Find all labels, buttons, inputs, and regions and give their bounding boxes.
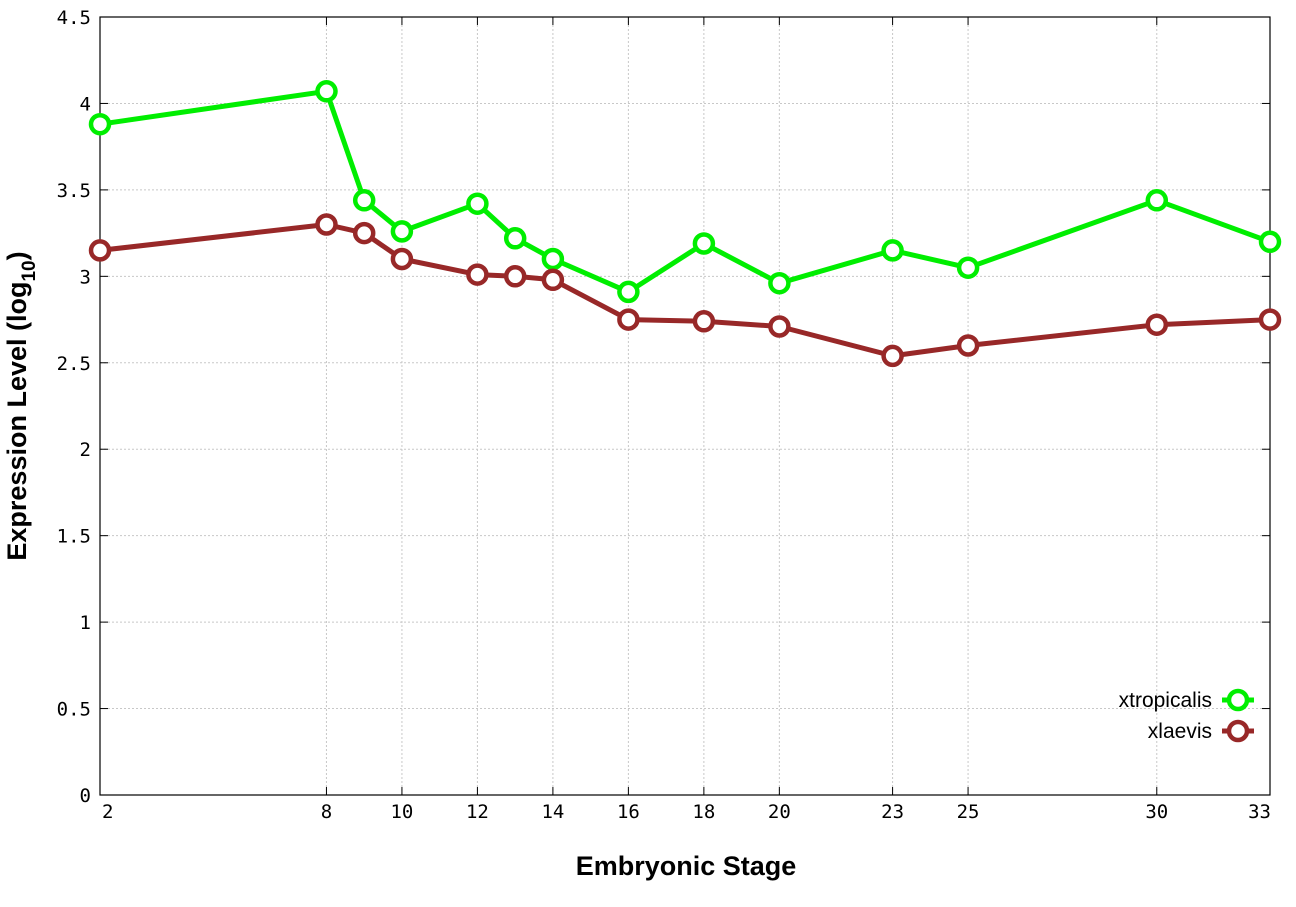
data-point-xlaevis <box>881 344 904 368</box>
x-tick-label: 2 <box>102 801 113 823</box>
legend-marker-xtropicalis <box>1226 688 1250 712</box>
x-tick-label: 33 <box>1248 801 1271 823</box>
x-tick-label: 25 <box>957 801 980 823</box>
data-point-xtropicalis <box>541 247 565 271</box>
data-point-xlaevis <box>692 310 716 333</box>
legend-marker-xlaevis <box>1226 719 1250 743</box>
data-point-xlaevis <box>1145 313 1169 336</box>
x-tick-label: 14 <box>541 801 564 823</box>
data-point-xlaevis <box>315 213 338 236</box>
data-point-xlaevis <box>541 268 565 292</box>
y-axis-title: Expression Level (log10) <box>2 251 40 560</box>
y-tick-label: 0.5 <box>57 699 91 721</box>
x-tick-labels: 2 8 10 12 14 16 18 20 23 25 30 33 <box>102 801 1271 823</box>
data-point-xtropicalis <box>315 80 338 103</box>
y-axis-title-main: Expression Level (log <box>2 282 32 561</box>
data-point-xtropicalis <box>352 189 376 212</box>
y-axis-title-subscript: 10 <box>19 260 40 281</box>
data-point-xtropicalis <box>692 232 716 255</box>
x-tick-label: 12 <box>466 801 489 823</box>
data-point-xtropicalis <box>390 220 414 243</box>
y-tick-label: 1.5 <box>57 526 91 548</box>
x-tick-label: 18 <box>692 801 715 823</box>
data-point-xtropicalis <box>503 227 527 250</box>
y-tick-labels: 0 0.5 1 1.5 2 2.5 3 3.5 4 4.5 <box>57 7 91 807</box>
series-xlaevis <box>88 213 1282 368</box>
x-tick-label: 16 <box>617 801 640 823</box>
x-tick-label: 20 <box>768 801 791 823</box>
y-tick-label: 1 <box>80 612 91 634</box>
data-point-xlaevis <box>617 308 640 331</box>
legend-label-xlaevis: xlaevis <box>1148 720 1212 743</box>
data-point-xlaevis <box>503 265 527 288</box>
y-tick-label: 4.5 <box>57 7 91 29</box>
data-point-xlaevis <box>352 221 376 245</box>
x-tick-label: 10 <box>390 801 413 823</box>
series <box>88 80 1282 368</box>
y-axis-title-close: ) <box>2 251 32 260</box>
legend: xtropicalis xlaevis <box>1119 688 1254 743</box>
x-tick-label: 23 <box>881 801 904 823</box>
series-line-xlaevis <box>99 222 1271 359</box>
data-point-xtropicalis <box>617 280 640 304</box>
legend-entry-xtropicalis: xtropicalis <box>1119 688 1254 712</box>
y-tick-label: 3 <box>80 266 91 288</box>
data-point-xtropicalis <box>881 239 904 262</box>
data-point-xtropicalis <box>88 112 112 136</box>
series-line-xtropicalis <box>99 88 1271 295</box>
data-point-xlaevis <box>1258 308 1282 331</box>
y-tick-label: 2 <box>80 439 91 461</box>
data-point-xlaevis <box>88 239 112 262</box>
data-point-xtropicalis <box>466 192 489 215</box>
plot-frame <box>99 16 1271 796</box>
y-tick-label: 4 <box>80 93 91 115</box>
y-tick-label: 2.5 <box>57 353 91 375</box>
data-point-xlaevis <box>768 315 791 338</box>
y-tick-label: 3.5 <box>57 180 91 202</box>
legend-entry-xlaevis: xlaevis <box>1148 719 1254 743</box>
data-point-xtropicalis <box>956 256 980 279</box>
tick-marks <box>99 16 1271 796</box>
grid <box>100 17 1270 795</box>
data-point-xlaevis <box>390 247 414 271</box>
data-point-xtropicalis <box>1258 230 1282 254</box>
legend-label-xtropicalis: xtropicalis <box>1119 689 1212 712</box>
data-point-xlaevis <box>466 263 489 286</box>
x-tick-label: 30 <box>1145 801 1168 823</box>
y-tick-label: 0 <box>80 785 91 807</box>
series-xtropicalis <box>88 80 1282 304</box>
data-point-xtropicalis <box>1145 189 1169 212</box>
x-axis-title: Embryonic Stage <box>576 851 797 881</box>
data-point-xlaevis <box>956 334 980 357</box>
data-point-xtropicalis <box>768 271 791 295</box>
x-tick-label: 8 <box>321 801 332 823</box>
